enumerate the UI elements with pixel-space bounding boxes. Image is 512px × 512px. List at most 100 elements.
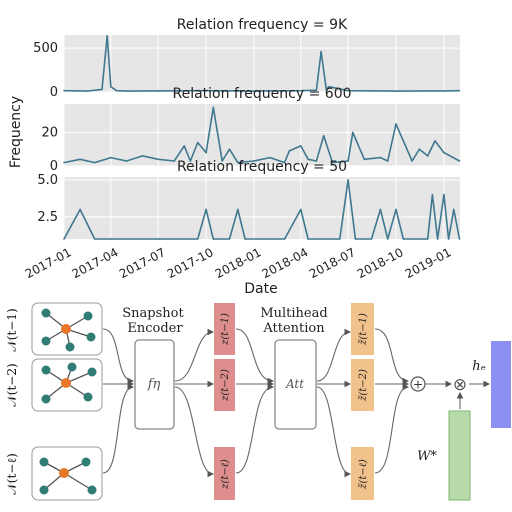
encoder-input-arrows xyxy=(102,328,135,474)
data-point xyxy=(79,158,81,161)
he-output-box xyxy=(491,341,511,428)
data-point xyxy=(173,160,176,162)
data-point xyxy=(328,85,330,88)
data-point xyxy=(125,160,128,162)
data-point xyxy=(253,160,255,162)
encoder-output-arrows xyxy=(174,328,215,478)
data-point xyxy=(458,89,461,92)
y-tick-label: 20 xyxy=(41,125,58,140)
x-axis-label: Date xyxy=(244,281,277,297)
data-point xyxy=(352,131,354,134)
data-point xyxy=(322,135,325,137)
panel-title-1: Relation frequency = 9K xyxy=(177,17,348,33)
w-star-label: W* xyxy=(417,449,437,464)
data-point xyxy=(395,123,397,125)
encoder-title-line2: Encoder xyxy=(127,321,183,336)
data-point xyxy=(228,148,231,151)
data-point xyxy=(283,238,286,240)
data-point xyxy=(157,158,159,161)
z-box-2: z(t−2) xyxy=(214,359,235,411)
sum-input-arrows xyxy=(374,328,410,474)
data-point xyxy=(458,238,461,240)
data-point xyxy=(315,89,318,92)
neighborhood-graph-1 xyxy=(31,302,103,356)
x-tick-label: 2017-07 xyxy=(117,245,168,281)
panel-2: 0 20 Relation frequency = 600 xyxy=(41,86,461,174)
panel-title-3: Relation frequency = 50 xyxy=(177,159,347,175)
z-label-2: z(t−2) xyxy=(220,369,231,402)
data-point xyxy=(221,160,223,162)
data-point xyxy=(426,155,429,157)
data-point xyxy=(418,148,421,151)
data-point xyxy=(338,238,341,240)
he-label: hₑ xyxy=(472,359,485,374)
data-point xyxy=(320,50,322,53)
attention-symbol: Att xyxy=(285,377,304,391)
data-point xyxy=(157,90,159,92)
x-tick-label: 2017-04 xyxy=(70,245,121,281)
data-point xyxy=(86,90,89,92)
panel-background xyxy=(64,177,460,239)
data-point xyxy=(443,193,445,196)
neighborhood-label-3: 𝒩(t−ℓ) xyxy=(5,453,19,494)
data-point xyxy=(443,151,445,154)
neighborhood-label-1: 𝒩(t−1) xyxy=(5,308,19,351)
data-point xyxy=(299,145,302,147)
x-tick-label: 2018-10 xyxy=(355,245,406,281)
graph-center-node-2 xyxy=(61,378,71,388)
data-point xyxy=(237,208,239,211)
ztilde-box-3: z̃(t−ℓ) xyxy=(351,447,374,500)
graph-center-node-1 xyxy=(61,324,71,334)
data-point xyxy=(347,179,349,181)
data-point xyxy=(315,160,318,162)
data-point xyxy=(379,156,382,159)
z-box-3: z(t−ℓ) xyxy=(214,447,235,500)
data-point xyxy=(157,238,159,240)
data-point xyxy=(125,90,128,92)
panel-1: 0 500 Relation frequency = 9K xyxy=(33,17,461,100)
model-diagram: 𝒩(t−1) 𝒩(t−2) 𝒩(t−ℓ) Snapshot Encoder fη… xyxy=(5,302,511,501)
attention-title-line2: Attention xyxy=(262,321,325,336)
attention-title-line1: Multihead xyxy=(260,306,327,321)
data-point xyxy=(189,160,192,162)
data-point xyxy=(205,89,207,92)
data-point xyxy=(426,238,429,240)
neighborhood-graph-3 xyxy=(31,446,103,501)
data-point xyxy=(395,90,397,92)
y-tick-label: 0 xyxy=(50,85,58,100)
x-tick-label: 2018-01 xyxy=(213,245,264,281)
data-point xyxy=(101,88,103,91)
data-point xyxy=(386,160,389,162)
panel-3: 2.5 5.0 Relation frequency = 50 xyxy=(37,159,461,240)
data-point xyxy=(106,35,108,37)
data-point xyxy=(307,158,309,161)
y-tick-label: 500 xyxy=(33,41,58,56)
ztilde-box-1: z̃(t−1) xyxy=(351,303,374,355)
data-point xyxy=(283,161,286,164)
data-point xyxy=(253,90,255,92)
data-point xyxy=(63,89,65,92)
panel-title-2: Relation frequency = 600 xyxy=(172,86,351,102)
data-point xyxy=(411,160,413,162)
x-tick-label: 2019-01 xyxy=(403,245,454,281)
data-point xyxy=(115,89,118,92)
data-point xyxy=(93,161,96,164)
ztilde-label-2: z̃(t−2) xyxy=(358,369,369,402)
data-point xyxy=(402,238,405,240)
data-point xyxy=(436,238,439,240)
graph-nodes-1 xyxy=(41,308,96,352)
data-point xyxy=(325,88,328,91)
y-axis-label: Frequency xyxy=(8,96,24,168)
data-point xyxy=(307,238,309,240)
multiply-symbol: ⊗ xyxy=(453,375,467,395)
data-point xyxy=(110,156,112,159)
data-point xyxy=(379,208,382,211)
y-tick-label: 5.0 xyxy=(37,173,58,188)
data-point xyxy=(141,155,144,157)
data-point xyxy=(244,238,246,240)
data-point xyxy=(363,158,366,161)
z-label-3: z(t−ℓ) xyxy=(220,459,231,490)
data-point xyxy=(183,145,186,147)
data-point xyxy=(205,151,207,154)
